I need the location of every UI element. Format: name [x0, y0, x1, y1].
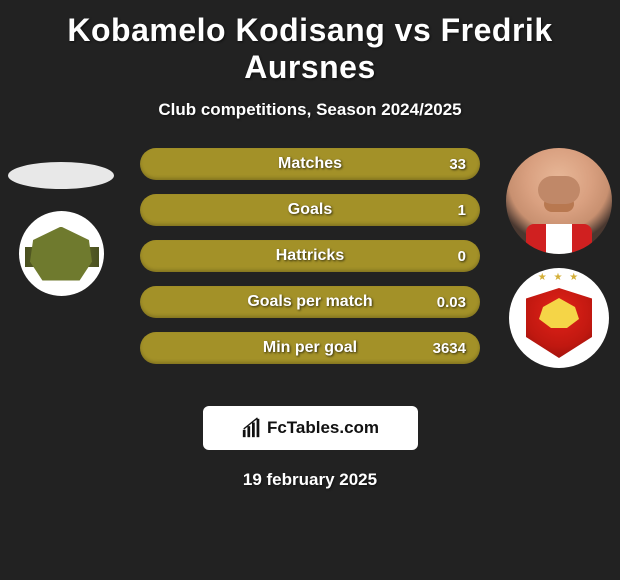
page-title: Kobamelo Kodisang vs Fredrik Aursnes [0, 0, 620, 86]
stat-value: 1 [458, 202, 466, 219]
stat-label: Min per goal [140, 339, 480, 357]
branding-text: FcTables.com [267, 418, 379, 438]
subtitle: Club competitions, Season 2024/2025 [0, 100, 620, 120]
badge-shield-icon [30, 227, 92, 281]
stat-value: 0 [458, 248, 466, 265]
stat-bar-matches: Matches 33 [140, 148, 480, 180]
date-text: 19 february 2025 [0, 470, 620, 490]
comparison-content: Matches 33 Goals 1 Hattricks 0 Goals per… [0, 148, 620, 398]
chart-icon [241, 417, 263, 439]
stat-label: Goals [140, 201, 480, 219]
left-player-photo [8, 162, 114, 189]
badge-stars-icon: ★ ★ ★ [509, 272, 609, 283]
stat-label: Matches [140, 155, 480, 173]
branding-badge: FcTables.com [203, 406, 418, 450]
left-player-column [6, 148, 116, 296]
stat-value: 33 [449, 156, 466, 173]
stat-bar-goals-per-match: Goals per match 0.03 [140, 286, 480, 318]
stat-label: Goals per match [140, 293, 480, 311]
right-player-column: ★ ★ ★ [504, 148, 614, 368]
stat-bar-min-per-goal: Min per goal 3634 [140, 332, 480, 364]
stat-bar-goals: Goals 1 [140, 194, 480, 226]
stat-bar-hattricks: Hattricks 0 [140, 240, 480, 272]
stat-bars: Matches 33 Goals 1 Hattricks 0 Goals per… [140, 148, 480, 364]
right-player-photo [506, 148, 612, 254]
left-club-badge [19, 211, 104, 296]
right-club-badge: ★ ★ ★ [509, 268, 609, 368]
stat-value: 3634 [433, 340, 466, 357]
stat-label: Hattricks [140, 247, 480, 265]
stat-value: 0.03 [437, 294, 466, 311]
